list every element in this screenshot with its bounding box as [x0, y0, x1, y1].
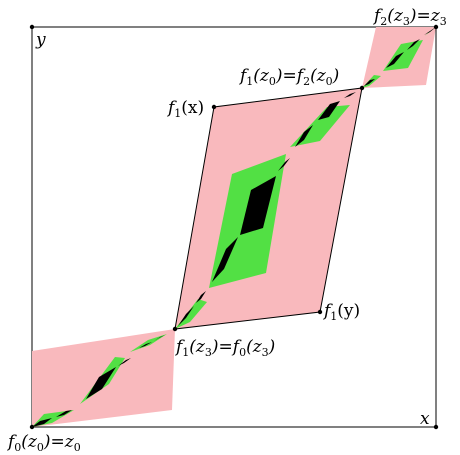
label-f2-z3: f2(z3)=z3 [372, 6, 447, 28]
label-f1-x: f1(x) [166, 98, 204, 120]
unit-square-frame [31, 26, 437, 428]
corner-dot-bottom-right [433, 424, 439, 430]
point-f1-z0 [359, 85, 365, 91]
label-x: x [420, 409, 430, 429]
point-f1-y [317, 309, 323, 315]
corner-dot-top-left [29, 24, 35, 30]
point-z3 [433, 24, 439, 30]
label-y: y [35, 30, 46, 50]
label-f1-y: f1(y) [322, 301, 360, 323]
label-f1-z3: f1(z3)=f0(z3) [174, 337, 275, 359]
level3-regions [32, 27, 436, 427]
label-f0-z0: f0(z0)=z0 [6, 432, 81, 454]
point-f1-z3 [172, 326, 178, 332]
label-f1-z0: f1(z0)=f2(z0) [238, 66, 339, 88]
key-points [29, 24, 439, 430]
point-z0 [29, 424, 35, 430]
point-f1-x [211, 104, 217, 110]
